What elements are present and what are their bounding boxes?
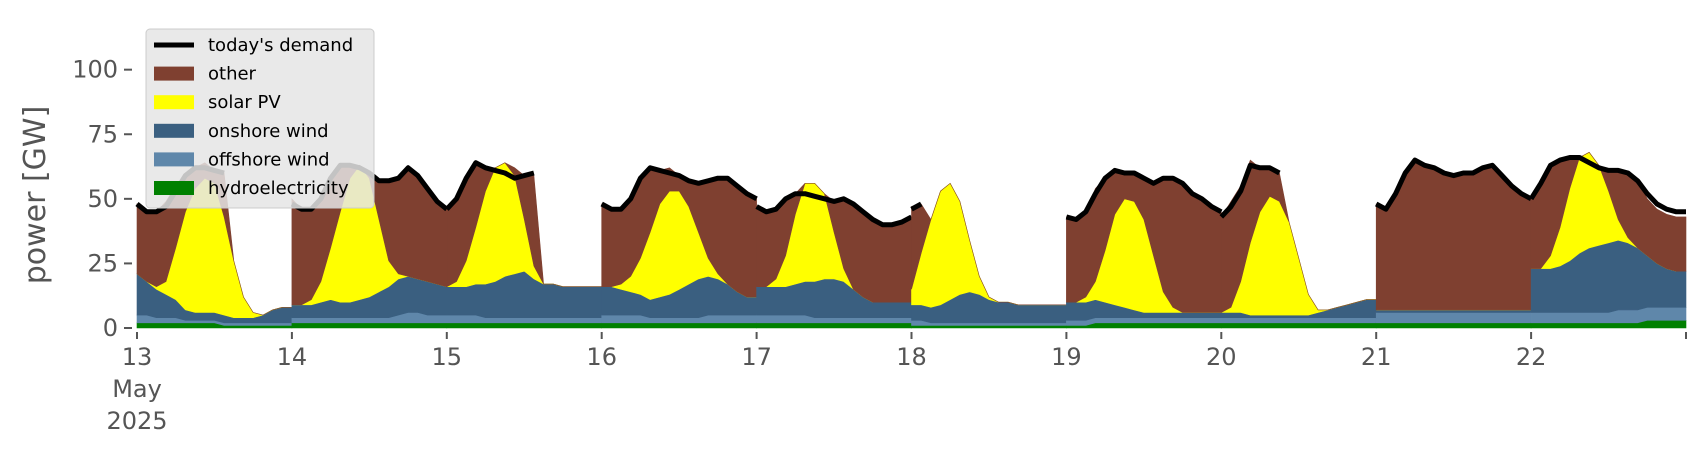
area-hydroelectricity-day-6 xyxy=(911,325,1067,329)
area-other-day-3 xyxy=(446,162,602,288)
x-tick-label: 19 xyxy=(1051,343,1082,371)
demand-line-day-9-1 xyxy=(1375,157,1533,212)
x-tick-label: 21 xyxy=(1361,343,1392,371)
x-tick-label: 20 xyxy=(1206,343,1237,371)
legend-label-solar-pv: solar PV xyxy=(208,92,281,113)
area-hydroelectricity-day-9 xyxy=(1375,322,1532,329)
x-tick-label: 16 xyxy=(586,343,617,371)
legend-swatch-hydroelectricity xyxy=(154,181,194,195)
axes: 0 25 50 75 100 13 May 2025 14 15 16 17 18 19 20 21 22 xyxy=(72,56,1687,435)
y-tick-label: 100 xyxy=(72,56,118,84)
legend-swatch-onshore-wind xyxy=(154,123,194,138)
x-tick-label: 18 xyxy=(896,343,927,371)
area-hydroelectricity-day-2 xyxy=(291,322,448,329)
x-tick-label: 13 May 2025 xyxy=(106,343,167,435)
area-hydroelectricity-day-5 xyxy=(756,322,912,329)
demand-line-day-5-1 xyxy=(755,191,913,228)
demand-line-day-6-1 xyxy=(910,201,923,212)
y-tick-label: 0 xyxy=(103,314,118,342)
x-tick-label: 15 xyxy=(432,343,463,371)
area-solar-pv-day-6 xyxy=(911,182,1067,308)
x-tick-label: 14 xyxy=(277,343,308,371)
x-tick-label: 22 xyxy=(1516,343,1547,371)
y-axis-label: power [GW] xyxy=(18,106,53,285)
y-tick-label: 50 xyxy=(87,185,118,213)
legend-swatch-offshore-wind xyxy=(154,152,194,167)
area-hydroelectricity-day-8 xyxy=(1221,322,1377,329)
y-tick-label: 25 xyxy=(87,249,118,277)
legend: today's demand other solar PV onshore wind o… xyxy=(145,28,375,209)
legend-swatch-solar-pv xyxy=(154,95,194,110)
legend-label-onshore-wind: onshore wind xyxy=(208,121,329,142)
area-other-day-10 xyxy=(1530,151,1687,272)
area-other-day-6 xyxy=(911,182,1067,306)
legend-swatch-other xyxy=(154,66,194,81)
demand-line-day-8-1 xyxy=(1219,162,1281,219)
legend-label-offshore-wind: offshore wind xyxy=(208,149,330,170)
area-offshore-wind-day-9 xyxy=(1375,312,1532,324)
demand-line-day-10-1 xyxy=(1528,155,1686,215)
area-offshore-wind-day-8 xyxy=(1221,317,1377,324)
legend-box xyxy=(145,28,375,209)
legend-label-other: other xyxy=(208,64,257,85)
area-hydroelectricity-day-4 xyxy=(601,322,757,329)
legend-label-today-s-demand: today's demand xyxy=(208,35,353,56)
area-hydroelectricity-day-3 xyxy=(446,322,602,329)
demand-line-day-7-1 xyxy=(1065,167,1223,222)
area-onshore-wind-day-9 xyxy=(1375,309,1532,313)
legend-label-hydroelectricity: hydroelectricity xyxy=(208,178,349,199)
demand-line-day-4-1 xyxy=(600,165,758,212)
demand-line-day-3-1 xyxy=(444,160,535,211)
y-tick-label: 75 xyxy=(87,120,118,148)
x-tick-label: 17 xyxy=(741,343,772,371)
